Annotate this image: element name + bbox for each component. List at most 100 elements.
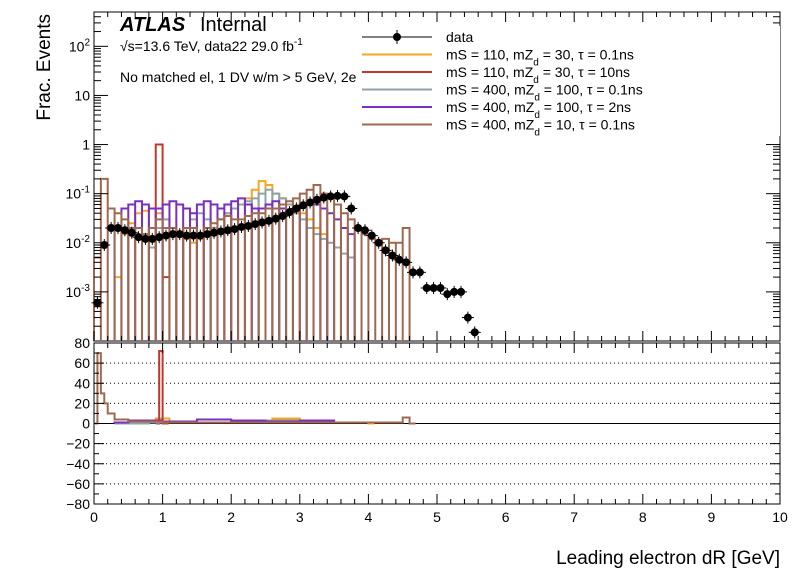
y-tick-base: 10	[66, 235, 82, 251]
legend-label: mS = 400, mZd = 100, τ = 2ns	[446, 99, 631, 121]
y-tick-exponent: -3	[81, 283, 90, 294]
legend-label-main: data	[446, 29, 473, 45]
x-tick-label: 7	[570, 509, 578, 525]
data-point	[402, 258, 411, 267]
data-point	[114, 223, 123, 232]
legend-label-main: mS = 110, mZ	[446, 47, 534, 63]
x-tick-label: 4	[365, 509, 373, 525]
legend-label: mS = 400, mZd = 100, τ = 0.1ns	[446, 82, 643, 104]
data-point	[312, 195, 321, 204]
legend-label-main: mS = 400, mZ	[446, 99, 535, 115]
data-point	[347, 204, 356, 213]
legend-label-rest: = 100, τ = 0.1ns	[540, 82, 643, 98]
data-point	[258, 218, 267, 227]
ratio-y-tick-label: 60	[74, 355, 90, 371]
ratio-grid	[94, 342, 780, 485]
y-axis-title: Frac. Events	[34, 14, 55, 121]
data-point	[264, 216, 273, 225]
data-point	[306, 198, 315, 207]
data-point	[120, 226, 129, 235]
y-tick-label: 10-1	[66, 185, 91, 202]
data-point	[463, 313, 472, 322]
data-point	[107, 223, 116, 232]
data-point	[230, 225, 239, 234]
data-points-layer	[91, 189, 481, 339]
lumi-superscript: -1	[294, 37, 303, 48]
legend-label-rest: = 100, τ = 2ns	[540, 99, 631, 115]
legend-label-sub: d	[533, 75, 539, 86]
legend-label-main: mS = 400, mZ	[446, 117, 535, 133]
legend-label: data	[446, 29, 473, 45]
data-point	[388, 251, 397, 260]
legend-label-main: mS = 110, mZ	[446, 64, 534, 80]
data-point	[127, 228, 136, 237]
ratio-y-tick-label: −80	[66, 496, 90, 512]
legend-label-sub: d	[533, 58, 539, 69]
data-point	[408, 268, 417, 277]
data-point	[374, 238, 383, 247]
y-tick-label: 10-3	[66, 283, 91, 300]
data-point	[182, 231, 191, 240]
data-point	[326, 192, 335, 201]
ratio-x-axis: 0 1 2 3 4 5 6 7 8 9 10	[90, 343, 788, 525]
data-point	[203, 230, 212, 239]
data-point	[422, 283, 431, 292]
data-point	[162, 231, 171, 240]
data-point	[436, 283, 445, 292]
data-point	[210, 228, 219, 237]
data-point	[443, 290, 452, 299]
data-point	[429, 283, 438, 292]
x-tick-label: 0	[90, 509, 98, 525]
data-point	[189, 231, 198, 240]
data-point	[292, 204, 301, 213]
legend-label-sub: d	[534, 128, 540, 139]
data-point	[278, 212, 287, 221]
x-tick-label: 10	[772, 509, 788, 525]
data-point	[333, 191, 342, 200]
y-tick-label: 102	[69, 37, 91, 54]
data-point	[216, 227, 225, 236]
legend-label-rest: = 30, τ = 0.1ns	[539, 47, 634, 63]
energy-text: √s=13.6 TeV, data22 29.0 fb	[120, 38, 294, 54]
ratio-y-tick-label: 20	[74, 395, 90, 411]
data-point	[381, 246, 390, 255]
legend-label-sub: d	[534, 93, 540, 104]
data-point	[100, 241, 109, 250]
data-point	[395, 255, 404, 264]
data-point	[470, 328, 479, 337]
data-point	[450, 287, 459, 296]
x-tick-label: 5	[433, 509, 441, 525]
ratio-y-tick-label: −20	[66, 436, 90, 452]
x-tick-label: 8	[639, 509, 647, 525]
data-point	[319, 193, 328, 202]
y-tick-label: 10-2	[66, 234, 91, 251]
data-point	[457, 287, 466, 296]
data-point	[141, 234, 150, 243]
ratio-s2	[155, 350, 169, 425]
data-point	[237, 222, 246, 231]
data-point	[134, 233, 143, 242]
legend-label-sub: d	[534, 110, 540, 121]
selection-label: No matched el, 1 DV w/m > 5 GeV, 2e	[120, 69, 357, 85]
data-point	[299, 201, 308, 210]
data-point	[223, 226, 232, 235]
ratio-y-tick-label: 80	[74, 335, 90, 351]
data-point	[354, 223, 363, 232]
data-point	[175, 230, 184, 239]
data-point	[155, 233, 164, 242]
legend-background	[360, 26, 780, 136]
data-point	[148, 234, 157, 243]
data-point	[340, 192, 349, 201]
data-point	[360, 226, 369, 235]
ratio-y-tick-label: −40	[66, 456, 90, 472]
ratio-s5	[94, 352, 416, 425]
legend-data-marker	[393, 33, 401, 41]
x-tick-label: 9	[708, 509, 716, 525]
energy-label: √s=13.6 TeV, data22 29.0 fb-1	[120, 37, 303, 54]
data-point	[244, 221, 253, 230]
main-x-axis	[93, 12, 781, 341]
legend-label-main: mS = 400, mZ	[446, 82, 535, 98]
data-point	[285, 208, 294, 217]
